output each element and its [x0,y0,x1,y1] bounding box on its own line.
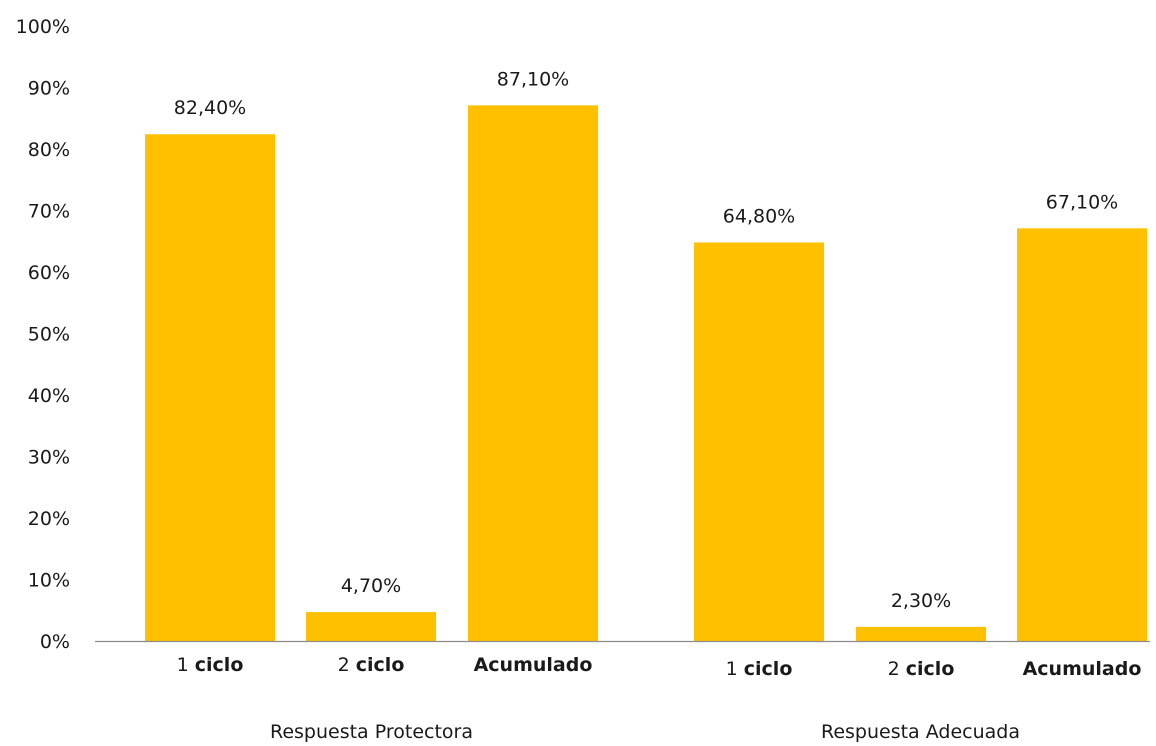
bar [468,105,598,641]
group-label: Respuesta Adecuada [821,721,1020,743]
bars-group [145,105,1147,642]
group-label: Respuesta Protectora [270,721,473,743]
bar-value-label: 4,70% [341,575,401,597]
category-label: Acumulado [1023,658,1142,680]
group-labels-group: Respuesta Protectora Respuesta Adecuada [270,721,1020,743]
category-label: 1 ciclo [177,654,244,676]
y-tick-label: 20% [28,508,70,530]
category-number: 1 [177,654,195,676]
category-label: 1 ciclo [726,658,793,680]
category-word: ciclo [195,654,244,676]
bar [856,626,986,641]
y-tick-label: 100% [16,16,70,38]
bar-value-label: 82,40% [174,97,246,119]
bar [694,242,824,642]
category-number: 1 [726,658,744,680]
y-tick-label: 40% [28,385,70,407]
y-tick-label: 80% [28,139,70,161]
y-tick-label: 70% [28,201,70,223]
bar-value-label: 64,80% [723,205,795,227]
bar-value-label: 87,10% [497,68,569,90]
y-tick-label: 30% [28,447,70,469]
y-tick-label: 10% [28,570,70,592]
y-tick-label: 50% [28,324,70,346]
category-word: ciclo [356,654,405,676]
category-number: 2 [888,658,906,680]
category-label: Acumulado [474,654,593,676]
bar [306,612,436,641]
category-word: Acumulado [474,654,593,676]
y-tick-label: 60% [28,262,70,284]
data-labels-group: 82,40% 4,70% 87,10% 64,80% 2,30% 67,10% [174,68,1118,612]
category-number: 2 [338,654,356,676]
category-word: Acumulado [1023,658,1142,680]
y-axis-ticks: 0% 10% 20% 30% 40% 50% 60% 70% 80% 90% 100% [16,16,70,653]
category-label: 2 ciclo [888,658,955,680]
bar-value-label: 67,10% [1046,191,1118,213]
bar [145,134,275,642]
category-word: ciclo [744,658,793,680]
y-tick-label: 90% [28,78,70,100]
category-label: 2 ciclo [338,654,405,676]
category-word: ciclo [906,658,955,680]
category-labels-group: 1 ciclo 2 ciclo Acumulado 1 ciclo 2 ciclo Acu… [177,654,1142,680]
bar-value-label: 2,30% [891,590,951,612]
bar [1017,228,1147,641]
y-tick-label: 0% [40,631,70,653]
